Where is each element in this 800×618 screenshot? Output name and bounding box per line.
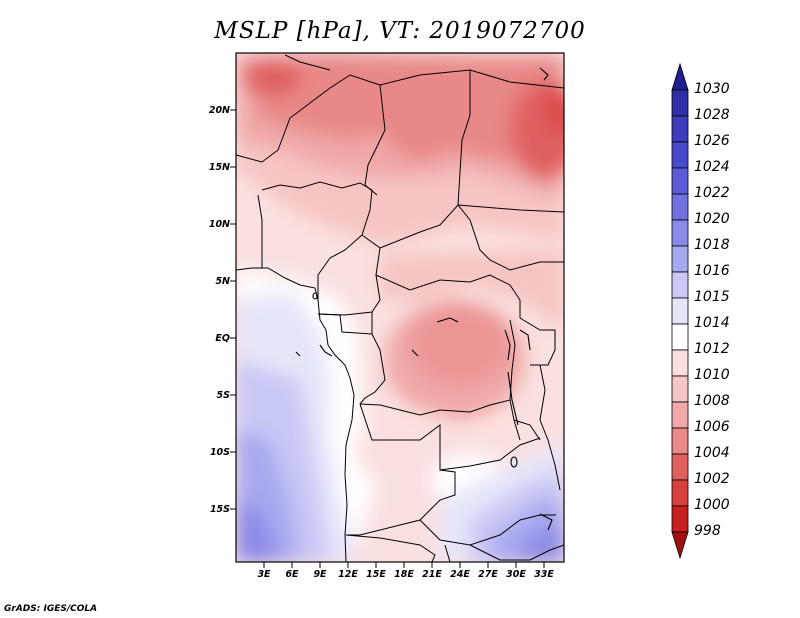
colorbar-swatch <box>671 141 689 169</box>
colorbar-swatch <box>671 271 689 299</box>
colorbar-label-1010: 1010 <box>694 367 730 383</box>
colorbar-swatch <box>671 89 689 117</box>
colorbar-label-1022: 1022 <box>694 185 730 201</box>
colorbar-swatch <box>671 375 689 403</box>
lakes <box>295 67 553 531</box>
colorbar-label-1015: 1015 <box>694 289 730 305</box>
colorbar-label-1026: 1026 <box>694 133 730 149</box>
lon-label-30e: 30E <box>506 569 526 580</box>
colorbar-swatch <box>671 219 689 247</box>
colorbar-min-arrow <box>671 531 689 560</box>
colorbar-swatch <box>671 401 689 429</box>
colorbar-max-arrow <box>671 62 689 91</box>
colorbar-label-1016: 1016 <box>694 263 730 279</box>
lat-label-eq: EQ <box>215 333 230 344</box>
lat-label-15n: 15N <box>209 162 230 173</box>
lon-labels: 3E 6E 9E 12E 15E 18E 21E 24E 27E 30E 33E <box>257 569 554 580</box>
colorbar-swatch <box>671 297 689 325</box>
lon-label-6e: 6E <box>285 569 299 580</box>
map-frame <box>235 52 565 563</box>
axis-ticks <box>230 109 545 568</box>
lon-label-3e: 3E <box>257 569 271 580</box>
colorbar-label-1008: 1008 <box>694 393 730 409</box>
lat-labels: 20N 15N 10N 5N EQ 5S 10S 15S <box>209 105 230 515</box>
colorbar-swatch <box>671 427 689 455</box>
colorbar-label-1012: 1012 <box>694 341 730 357</box>
lat-label-10s: 10S <box>210 447 230 458</box>
colorbar-label-1000: 1000 <box>694 497 730 513</box>
colorbar-swatch <box>671 453 689 481</box>
country-borders <box>236 54 564 562</box>
pressure-field <box>236 53 564 562</box>
chart-title: MSLP [hPa], VT: 2019072700 <box>214 18 586 44</box>
lat-label-15s: 15S <box>210 504 230 515</box>
colorbar-label-1014: 1014 <box>694 315 730 331</box>
colorbar-swatch <box>671 479 689 507</box>
colorbar-label-1028: 1028 <box>694 107 730 123</box>
colorbar-label-1004: 1004 <box>694 445 730 461</box>
colorbar-label-998: 998 <box>694 523 721 539</box>
lon-label-27e: 27E <box>478 569 498 580</box>
colorbar-swatch <box>671 349 689 377</box>
lat-label-10n: 10N <box>209 219 230 230</box>
lon-label-21e: 21E <box>422 569 442 580</box>
lat-label-5n: 5N <box>215 276 230 287</box>
colorbar-label-1020: 1020 <box>694 211 730 227</box>
colorbar-label-1030: 1030 <box>694 81 730 97</box>
colorbar-swatch <box>671 505 689 533</box>
colorbar-label-1024: 1024 <box>694 159 730 175</box>
lon-label-24e: 24E <box>450 569 470 580</box>
lon-label-18e: 18E <box>394 569 414 580</box>
lon-label-12e: 12E <box>338 569 358 580</box>
lon-label-9e: 9E <box>313 569 327 580</box>
lon-label-15e: 15E <box>366 569 386 580</box>
colorbar-swatch <box>671 167 689 195</box>
colorbar-swatch <box>671 245 689 273</box>
lat-label-5s: 5S <box>217 390 231 401</box>
colorbar-label-1002: 1002 <box>694 471 730 487</box>
lon-label-33e: 33E <box>534 569 554 580</box>
colorbar <box>671 62 689 560</box>
colorbar-swatch <box>671 193 689 221</box>
grads-credit: GrADS: IGES/COLA <box>4 604 98 614</box>
colorbar-label-1006: 1006 <box>694 419 730 435</box>
colorbar-label-1018: 1018 <box>694 237 730 253</box>
colorbar-swatch <box>671 115 689 143</box>
colorbar-labels: 1030 1028 1026 1024 1022 1020 1018 1016 … <box>694 81 730 539</box>
lat-label-20n: 20N <box>209 105 230 116</box>
colorbar-swatch <box>671 323 689 351</box>
